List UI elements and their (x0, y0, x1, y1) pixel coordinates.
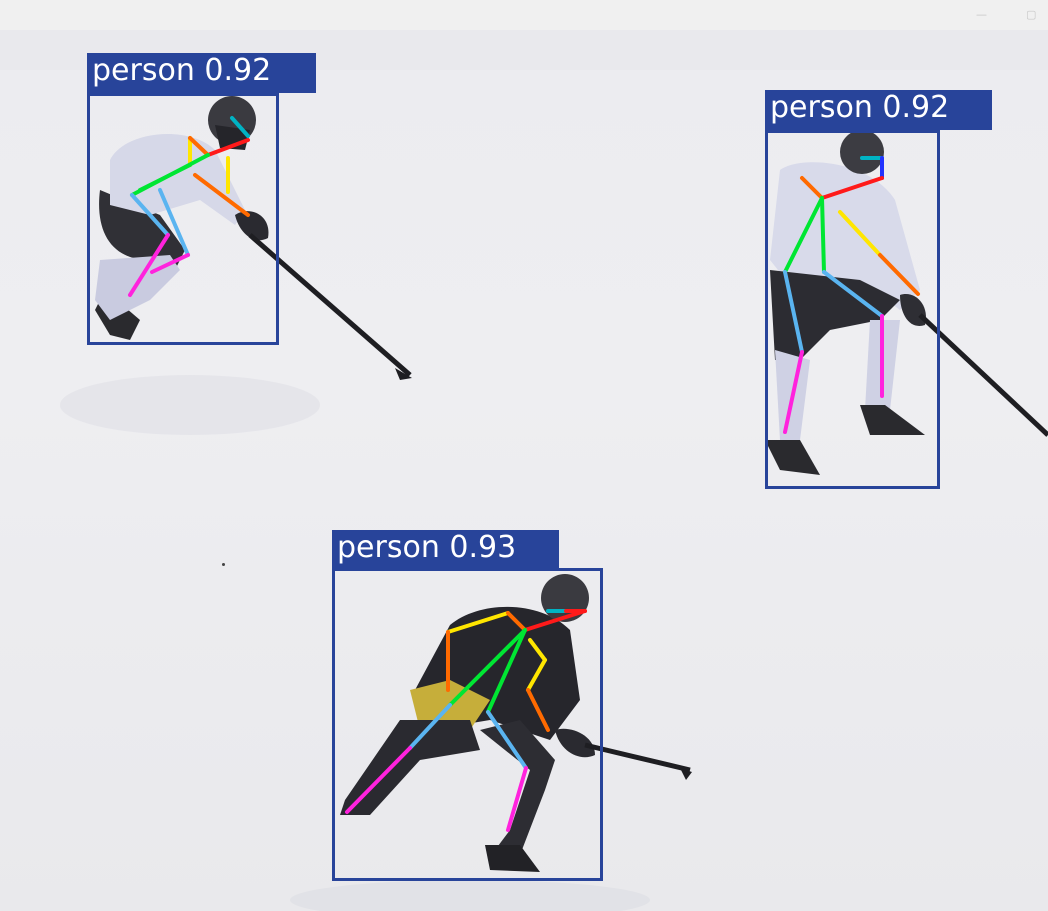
ice-rink-scene (0, 30, 1048, 911)
detection-class-2: person (770, 90, 873, 125)
detection-confidence-3: 0.93 (449, 530, 517, 565)
detection-label-2: person 0.92 (765, 90, 992, 130)
image-viewport: person 0.92 person 0.92 person 0.93 (0, 30, 1048, 911)
detection-label-1: person 0.92 (87, 53, 316, 93)
detection-confidence-1: 0.92 (204, 53, 272, 88)
minimize-icon[interactable]: — (976, 8, 987, 21)
window-titlebar: — ▢ (0, 0, 1048, 30)
detection-box-1 (87, 93, 279, 345)
pose-skeleton-3 (345, 609, 587, 832)
restore-icon[interactable]: ▢ (1026, 8, 1037, 21)
detection-class-1: person (92, 53, 195, 88)
detection-class-3: person (337, 530, 440, 565)
hockey-player-2 (765, 130, 1048, 475)
puck-marker (222, 563, 225, 566)
pose-skeleton-1 (128, 116, 250, 297)
detection-box-2 (765, 130, 940, 489)
hockey-player-3 (340, 574, 692, 872)
detection-confidence-2: 0.92 (882, 90, 950, 125)
pose-skeleton-2 (783, 156, 920, 434)
detection-label-3: person 0.93 (332, 530, 559, 570)
detection-box-3 (332, 568, 603, 881)
